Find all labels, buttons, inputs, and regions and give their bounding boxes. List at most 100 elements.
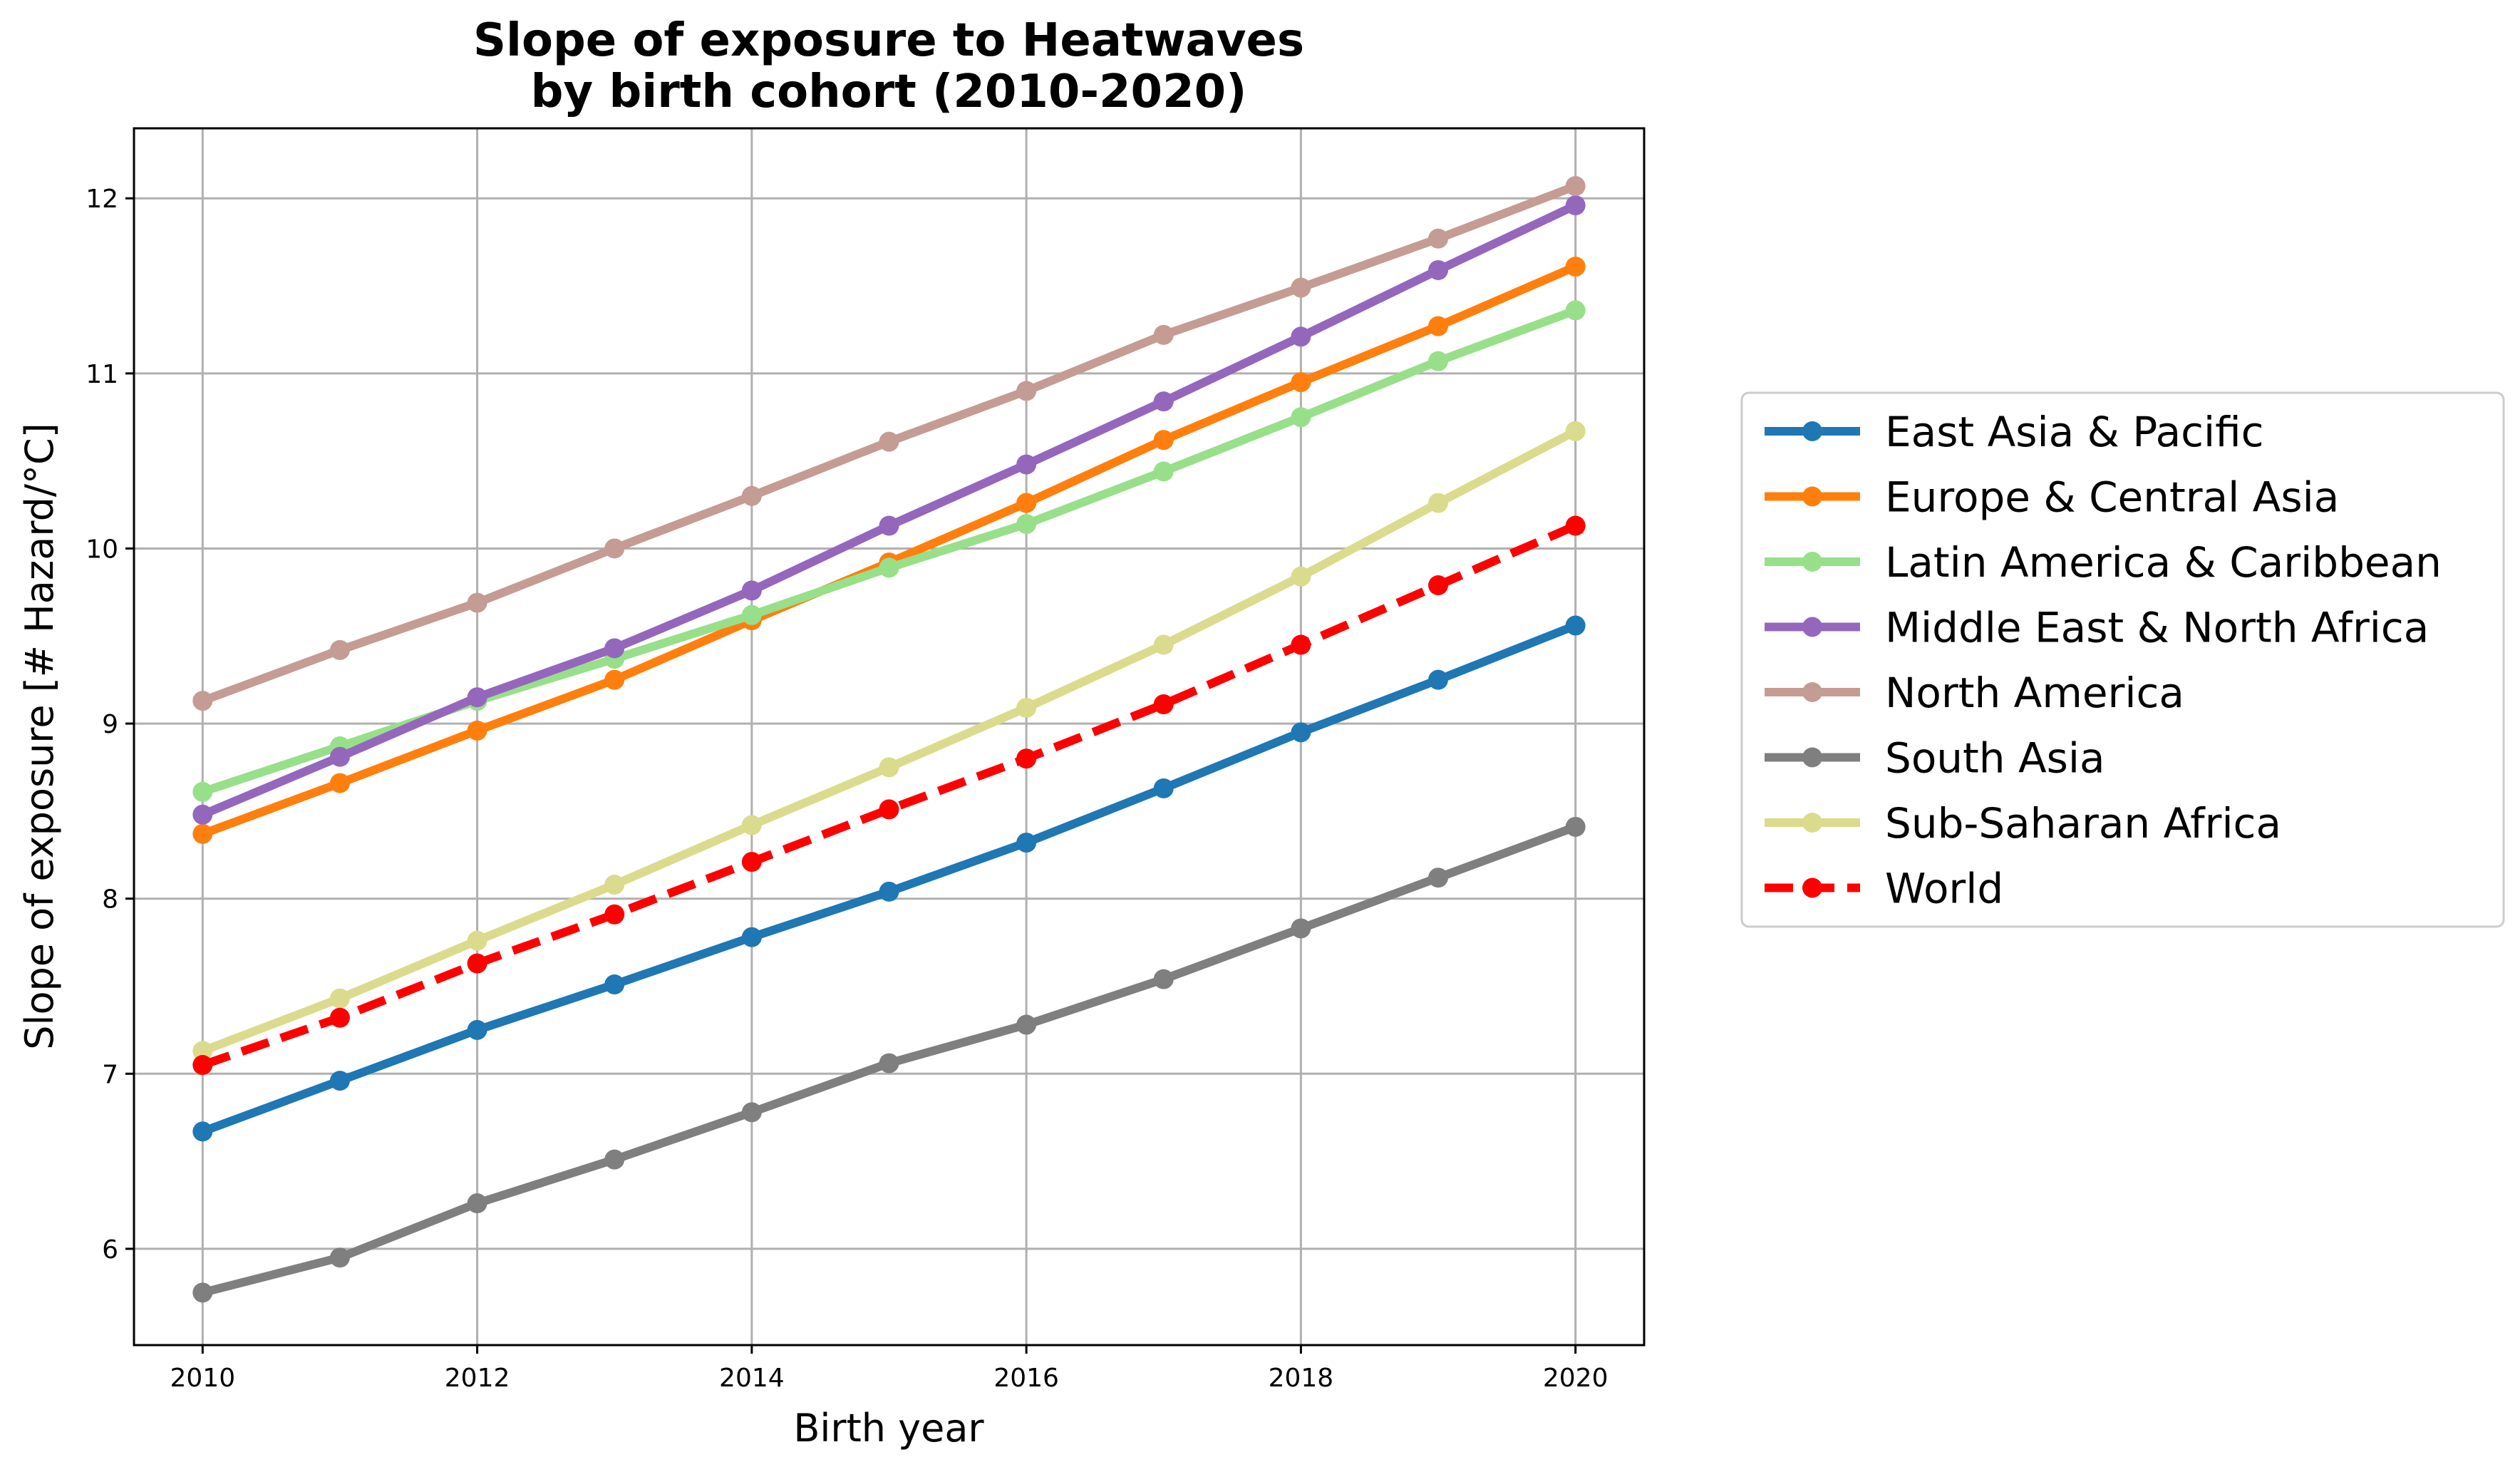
data-point <box>329 988 350 1009</box>
chart-title-line-1: Slope of exposure to Heatwaves <box>473 14 1304 67</box>
data-point <box>1565 421 1586 441</box>
data-point <box>1565 176 1586 197</box>
data-point <box>604 638 625 659</box>
series-7 <box>192 515 1586 1076</box>
data-point <box>329 1071 350 1091</box>
y-tick-label: 11 <box>86 360 118 389</box>
data-point <box>1428 259 1449 280</box>
legend-marker <box>1802 552 1822 572</box>
x-tick-label: 2016 <box>993 1364 1059 1393</box>
y-tick-label: 6 <box>102 1235 118 1265</box>
legend-marker <box>1802 421 1822 441</box>
y-tick-label: 10 <box>86 535 118 564</box>
x-tick-label: 2010 <box>170 1364 236 1393</box>
chart-title-line-2: by birth cohort (2010-2020) <box>531 66 1247 118</box>
data-point <box>1016 493 1037 513</box>
data-point <box>879 881 899 902</box>
data-point <box>1565 515 1586 536</box>
legend-marker <box>1802 747 1822 768</box>
x-tick-label: 2018 <box>1269 1364 1334 1393</box>
data-point <box>741 852 762 873</box>
legend-label: Middle East & North Africa <box>1885 604 2429 652</box>
data-point <box>1565 816 1586 837</box>
data-point <box>1016 454 1037 475</box>
legend-label: East Asia & Pacific <box>1885 408 2264 456</box>
series-layer <box>192 176 1586 1303</box>
data-point <box>192 823 213 844</box>
data-point <box>1565 257 1586 277</box>
data-point <box>1016 1014 1037 1035</box>
x-tick-label: 2014 <box>719 1364 785 1393</box>
data-point <box>604 875 625 895</box>
data-point <box>192 781 213 802</box>
legend-item: South Asia <box>1765 734 2105 783</box>
legend-marker <box>1802 617 1822 637</box>
data-point <box>604 669 625 690</box>
legend-marker <box>1802 813 1822 833</box>
data-point <box>1291 277 1311 298</box>
data-point <box>879 431 899 452</box>
data-point <box>192 1282 213 1303</box>
data-point <box>604 974 625 995</box>
y-tick-label: 8 <box>102 885 118 915</box>
data-point <box>1428 493 1449 513</box>
data-point <box>1565 195 1586 216</box>
data-point <box>1153 634 1174 655</box>
data-point <box>1153 324 1174 345</box>
legend-label: Europe & Central Asia <box>1885 473 2339 522</box>
series-6 <box>192 421 1586 1061</box>
data-point <box>467 687 487 708</box>
series-5 <box>192 816 1586 1303</box>
data-point <box>192 804 213 825</box>
legend-label: North America <box>1885 669 2184 717</box>
data-point <box>467 592 487 613</box>
legend-item: Europe & Central Asia <box>1765 473 2339 522</box>
data-point <box>1153 694 1174 715</box>
data-point <box>1291 326 1311 347</box>
data-point <box>1291 722 1311 743</box>
data-point <box>329 639 350 660</box>
data-point <box>1428 228 1449 249</box>
legend-item: North America <box>1765 669 2184 717</box>
data-point <box>1428 351 1449 371</box>
legend: East Asia & Pacific Europe & Central Asia… <box>1740 391 2505 928</box>
series-3 <box>192 195 1586 825</box>
legend-marker <box>1802 682 1822 702</box>
y-tick-label: 12 <box>86 185 118 214</box>
data-point <box>1016 381 1037 401</box>
data-point <box>467 1193 487 1214</box>
data-point <box>1016 514 1037 535</box>
data-point <box>1291 372 1311 393</box>
data-point <box>1565 300 1586 321</box>
legend-marker <box>1802 486 1822 507</box>
series-0 <box>192 615 1586 1142</box>
data-point <box>741 485 762 506</box>
data-point <box>192 1055 213 1076</box>
data-point <box>1291 918 1311 939</box>
y-tick-label: 7 <box>102 1060 118 1089</box>
series-line <box>201 522 1578 1069</box>
data-point <box>329 1007 350 1028</box>
legend-item: World <box>1765 865 2003 913</box>
data-point <box>1016 697 1037 718</box>
data-point <box>1291 566 1311 587</box>
legend-label: Sub-Saharan Africa <box>1885 799 2281 848</box>
data-point <box>467 930 487 951</box>
data-point <box>1428 316 1449 336</box>
legend-item: Middle East & North Africa <box>1765 604 2429 652</box>
data-point <box>1428 669 1449 690</box>
legend-item: Latin America & Caribbean <box>1765 538 2442 587</box>
legend-item: Sub-Saharan Africa <box>1765 799 2281 848</box>
data-point <box>1016 833 1037 853</box>
data-point <box>329 773 350 793</box>
data-point <box>741 604 762 625</box>
data-point <box>741 927 762 947</box>
data-point <box>1153 778 1174 798</box>
data-point <box>604 1149 625 1170</box>
data-point <box>1291 407 1311 428</box>
legend-label: Latin America & Caribbean <box>1885 538 2442 587</box>
data-point <box>1428 575 1449 596</box>
data-point <box>879 515 899 536</box>
plot-frame <box>133 127 1646 1347</box>
